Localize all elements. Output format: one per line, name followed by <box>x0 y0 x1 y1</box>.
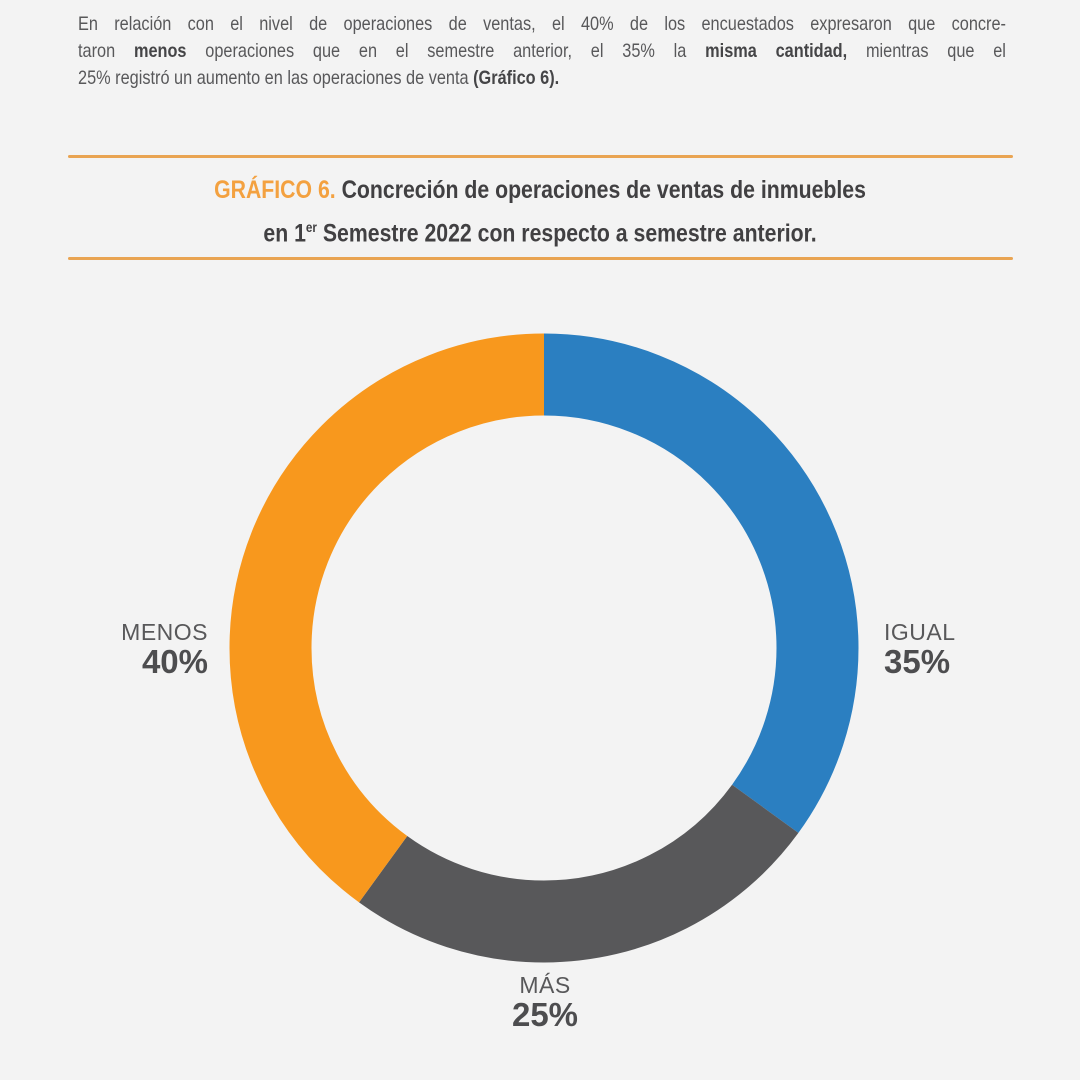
slice-label-mas: MÁS 25% <box>445 972 645 1032</box>
figure-title-line-1: GRÁFICO 6. Concreción de operaciones de … <box>214 176 866 204</box>
slice-label-menos: MENOS 40% <box>121 619 208 679</box>
title-top-rule <box>68 155 1013 158</box>
slice-pct-igual: 35% <box>884 643 951 680</box>
donut-slice-mas <box>229 333 859 963</box>
slice-name-menos: MENOS <box>121 619 208 645</box>
slice-pct-menos: 40% <box>141 643 208 680</box>
slice-pct-mas: 25% <box>511 996 579 1033</box>
intro-paragraph: En relación con el nivel de operaciones … <box>78 11 1006 92</box>
figure-title-line-2: en 1er Semestre 2022 con respecto a seme… <box>263 219 817 248</box>
slice-name-igual: IGUAL <box>884 619 956 645</box>
intro-line-1: En relación con el nivel de operaciones … <box>78 13 1006 35</box>
slice-name-mas: MÁS <box>519 972 571 998</box>
slice-label-igual: IGUAL 35% <box>884 619 956 679</box>
intro-line-2: taron menos operaciones que en el semest… <box>78 40 1006 62</box>
intro-line-3: 25% registró un aumento en las operacion… <box>78 67 560 89</box>
figure-title: GRÁFICO 6. Concreción de operaciones de … <box>68 171 1012 252</box>
donut-slice-menos <box>229 333 859 963</box>
donut-svg <box>229 333 859 963</box>
title-bottom-rule <box>68 257 1013 260</box>
